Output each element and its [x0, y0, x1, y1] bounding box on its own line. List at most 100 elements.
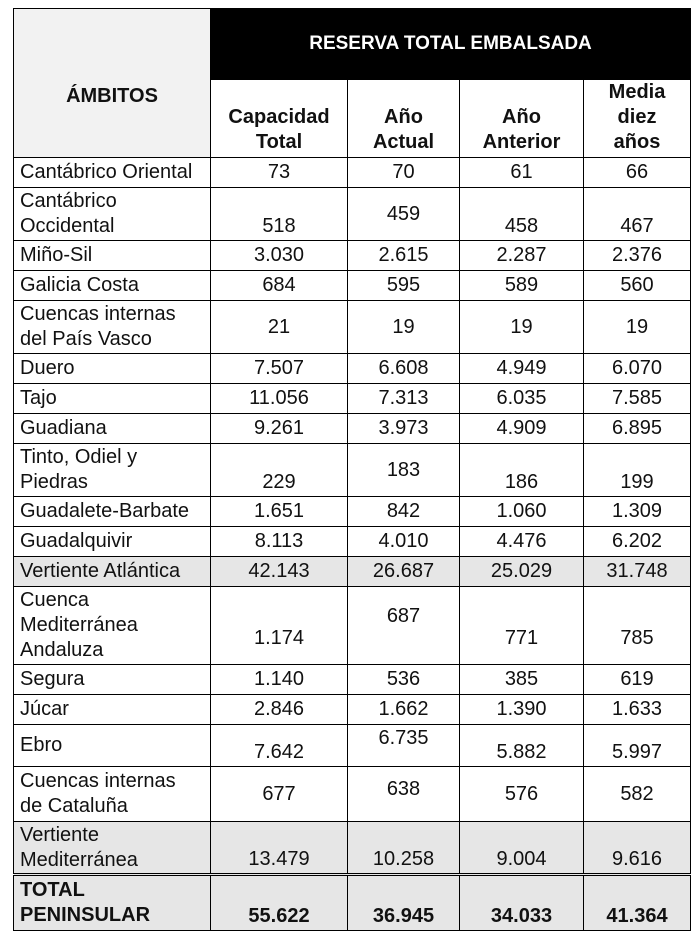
- cell-capacidad: 73: [210, 157, 348, 188]
- row-name: Duero: [13, 353, 211, 384]
- reservoir-table-container: ÁMBITOS RESERVA TOTAL EMBALSADA Capacida…: [13, 8, 691, 931]
- cell-capacidad: 1.140: [210, 664, 348, 695]
- cell-ano-anterior: 61: [459, 157, 584, 188]
- table-row: Tinto, Odiel y Piedras 229 183 186 199: [13, 443, 691, 497]
- cell-ano-anterior: 186: [459, 443, 584, 497]
- cell-media: 5.997: [583, 724, 691, 767]
- reservoir-table: ÁMBITOS RESERVA TOTAL EMBALSADA Capacida…: [13, 8, 691, 931]
- cell-ano-actual: 6.735: [347, 724, 460, 767]
- subtotal-row-atlantica: Vertiente Atlántica 42.143 26.687 25.029…: [13, 556, 691, 587]
- cell-ano-anterior: 9.004: [459, 821, 584, 875]
- cell-capacidad: 8.113: [210, 526, 348, 557]
- cell-ano-anterior: 589: [459, 270, 584, 301]
- cell-ano-actual: 2.615: [347, 240, 460, 271]
- row-name: Guadalete-Barbate: [13, 496, 211, 527]
- row-name: Cuenca Mediterránea Andaluza: [13, 586, 211, 665]
- table-row: Cuenca Mediterránea Andaluza 1.174 687 771…: [13, 586, 691, 665]
- table-row: Tajo 11.056 7.313 6.035 7.585: [13, 383, 691, 414]
- cell-ano-actual: 4.010: [347, 526, 460, 557]
- cell-ano-actual: 595: [347, 270, 460, 301]
- table-row: Cantábrico Oriental 73 70 61 66: [13, 157, 691, 188]
- cell-media: 6.070: [583, 353, 691, 384]
- cell-ano-anterior: 6.035: [459, 383, 584, 414]
- cell-ano-anterior: 385: [459, 664, 584, 695]
- col-header-capacidad: Capacidad Total: [210, 79, 348, 158]
- cell-media: 467: [583, 187, 691, 241]
- row-name: Tinto, Odiel y Piedras: [13, 443, 211, 497]
- cell-media: 19: [583, 300, 691, 354]
- row-name: Galicia Costa: [13, 270, 211, 301]
- row-name: Júcar: [13, 694, 211, 725]
- col-header-ano-anterior: Año Anterior: [459, 79, 584, 158]
- row-name: Tajo: [13, 383, 211, 414]
- cell-media: 619: [583, 664, 691, 695]
- cell-ano-anterior: 4.949: [459, 353, 584, 384]
- cell-media: 582: [583, 766, 691, 822]
- cell-capacidad: 1.651: [210, 496, 348, 527]
- cell-media: 7.585: [583, 383, 691, 414]
- subtotal-row-mediterranea: Vertiente Mediterránea 13.479 10.258 9.00…: [13, 821, 691, 875]
- ambitos-header: ÁMBITOS: [13, 8, 211, 158]
- cell-ano-actual: 459: [347, 187, 460, 241]
- row-name: Cuencas internas del País Vasco: [13, 300, 211, 354]
- cell-media: 1.309: [583, 496, 691, 527]
- cell-capacidad: 677: [210, 766, 348, 822]
- cell-capacidad: 1.174: [210, 586, 348, 665]
- cell-media: 41.364: [583, 873, 691, 931]
- table-row: Guadiana 9.261 3.973 4.909 6.895: [13, 413, 691, 444]
- cell-media: 1.633: [583, 694, 691, 725]
- cell-ano-actual: 687: [347, 586, 460, 665]
- reserva-total-header: RESERVA TOTAL EMBALSADA: [210, 8, 691, 80]
- table-row: Cuencas internas del País Vasco 21 19 19 …: [13, 300, 691, 354]
- cell-media: 31.748: [583, 556, 691, 587]
- table-row: Júcar 2.846 1.662 1.390 1.633: [13, 694, 691, 725]
- cell-media: 6.895: [583, 413, 691, 444]
- row-name: TOTAL PENINSULAR: [13, 873, 211, 931]
- cell-media: 199: [583, 443, 691, 497]
- table-row: Segura 1.140 536 385 619: [13, 664, 691, 695]
- cell-capacidad: 3.030: [210, 240, 348, 271]
- row-name: Cuencas internas de Cataluña: [13, 766, 211, 822]
- cell-ano-actual: 842: [347, 496, 460, 527]
- row-name: Cantábrico Occidental: [13, 187, 211, 241]
- row-name: Miño-Sil: [13, 240, 211, 271]
- cell-capacidad: 518: [210, 187, 348, 241]
- cell-media: 66: [583, 157, 691, 188]
- cell-capacidad: 55.622: [210, 873, 348, 931]
- table-row: Galicia Costa 684 595 589 560: [13, 270, 691, 301]
- row-name: Ebro: [13, 724, 211, 767]
- cell-ano-anterior: 771: [459, 586, 584, 665]
- cell-capacidad: 13.479: [210, 821, 348, 875]
- cell-media: 785: [583, 586, 691, 665]
- cell-ano-actual: 3.973: [347, 413, 460, 444]
- table-row: Cantábrico Occidental 518 459 458 467: [13, 187, 691, 241]
- cell-ano-actual: 536: [347, 664, 460, 695]
- cell-ano-actual: 6.608: [347, 353, 460, 384]
- cell-capacidad: 21: [210, 300, 348, 354]
- cell-ano-anterior: 4.476: [459, 526, 584, 557]
- row-name: Segura: [13, 664, 211, 695]
- cell-capacidad: 2.846: [210, 694, 348, 725]
- row-name: Vertiente Atlántica: [13, 556, 211, 587]
- total-row: TOTAL PENINSULAR 55.622 36.945 34.033 41.…: [13, 873, 691, 931]
- row-name: Guadiana: [13, 413, 211, 444]
- cell-ano-anterior: 4.909: [459, 413, 584, 444]
- cell-capacidad: 684: [210, 270, 348, 301]
- row-name: Guadalquivir: [13, 526, 211, 557]
- cell-ano-anterior: 1.060: [459, 496, 584, 527]
- cell-ano-actual: 26.687: [347, 556, 460, 587]
- col-header-media-diez-anos: Media diez años: [583, 79, 691, 158]
- cell-capacidad: 7.507: [210, 353, 348, 384]
- row-name: Cantábrico Oriental: [13, 157, 211, 188]
- table-row: Cuencas internas de Cataluña 677 638 576 …: [13, 766, 691, 822]
- cell-ano-anterior: 458: [459, 187, 584, 241]
- table-row: Ebro 7.642 6.735 5.882 5.997: [13, 724, 691, 767]
- cell-ano-anterior: 1.390: [459, 694, 584, 725]
- col-header-ano-actual: Año Actual: [347, 79, 460, 158]
- cell-capacidad: 229: [210, 443, 348, 497]
- cell-ano-actual: 70: [347, 157, 460, 188]
- row-name: Vertiente Mediterránea: [13, 821, 211, 875]
- cell-ano-actual: 7.313: [347, 383, 460, 414]
- cell-media: 6.202: [583, 526, 691, 557]
- cell-ano-actual: 638: [347, 766, 460, 822]
